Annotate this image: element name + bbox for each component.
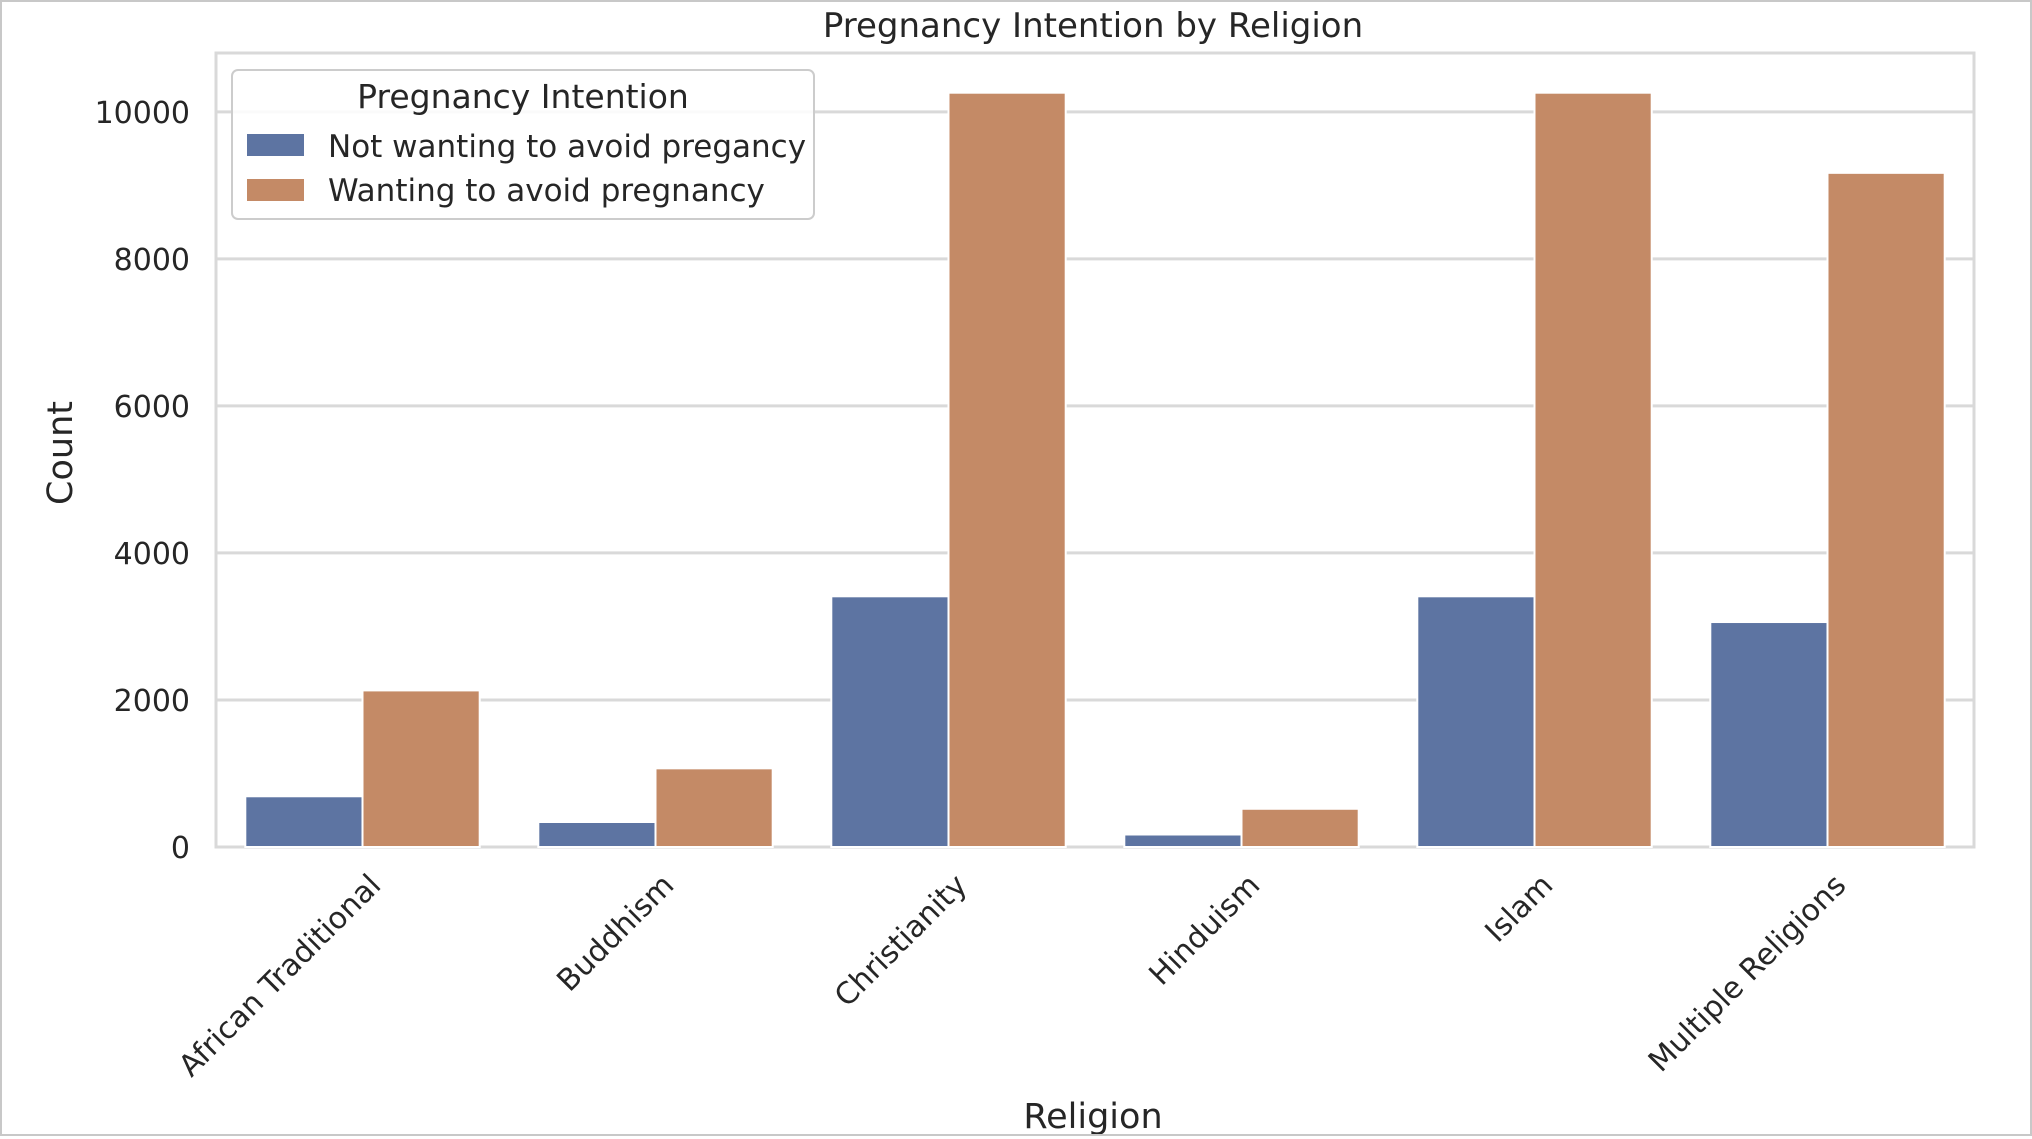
x-tick-label: African Traditional <box>172 868 388 1084</box>
x-tick-label: Multiple Religions <box>1642 868 1853 1079</box>
y-tick-label: 2000 <box>114 684 190 719</box>
y-tick-label: 10000 <box>95 96 190 131</box>
legend-swatch-wanting <box>247 179 304 201</box>
y-tick-label: 8000 <box>114 243 190 278</box>
y-tick-label: 6000 <box>114 390 190 425</box>
bar-not-wanting <box>244 795 364 848</box>
bar-not-wanting <box>1709 621 1829 848</box>
bars <box>244 91 1946 849</box>
bar-wanting <box>361 689 481 849</box>
legend-label-wanting: Wanting to avoid pregnancy <box>328 173 765 209</box>
x-tick-label: Christianity <box>828 868 974 1014</box>
legend-box <box>231 69 815 220</box>
legend-title: Pregnancy Intention <box>357 77 689 116</box>
plot-area <box>214 51 1976 849</box>
bar-not-wanting <box>830 595 950 849</box>
legend-label-not-wanting: Not wanting to avoid pregancy <box>328 129 806 165</box>
bar-wanting <box>947 91 1067 848</box>
bar-wanting <box>1826 171 1946 848</box>
y-tick-label: 0 <box>171 831 190 866</box>
bar-not-wanting <box>1123 833 1243 848</box>
bar-wanting <box>1533 91 1653 848</box>
x-tick-label: Buddhism <box>550 868 681 999</box>
bar-not-wanting <box>1416 595 1536 849</box>
x-tick-label: Hinduism <box>1143 868 1268 993</box>
y-tick-label: 4000 <box>114 537 190 572</box>
x-tick-label: Islam <box>1479 868 1561 950</box>
bar-not-wanting <box>537 821 657 849</box>
y-axis-label: Count <box>41 401 81 505</box>
x-axis-label: Religion <box>1023 1097 1162 1134</box>
y-tick-labels: 0 2000 4000 6000 8000 10000 <box>95 96 190 866</box>
bar-wanting <box>654 767 774 849</box>
bar-wanting <box>1240 807 1360 849</box>
legend-swatch-not-wanting <box>247 134 304 156</box>
legend: Pregnancy Intention Not wanting to avoid… <box>231 69 815 220</box>
x-tick-labels: African Traditional Buddhism Christianity H… <box>172 868 1853 1084</box>
chart-title: Pregnancy Intention by Religion <box>823 6 1363 46</box>
